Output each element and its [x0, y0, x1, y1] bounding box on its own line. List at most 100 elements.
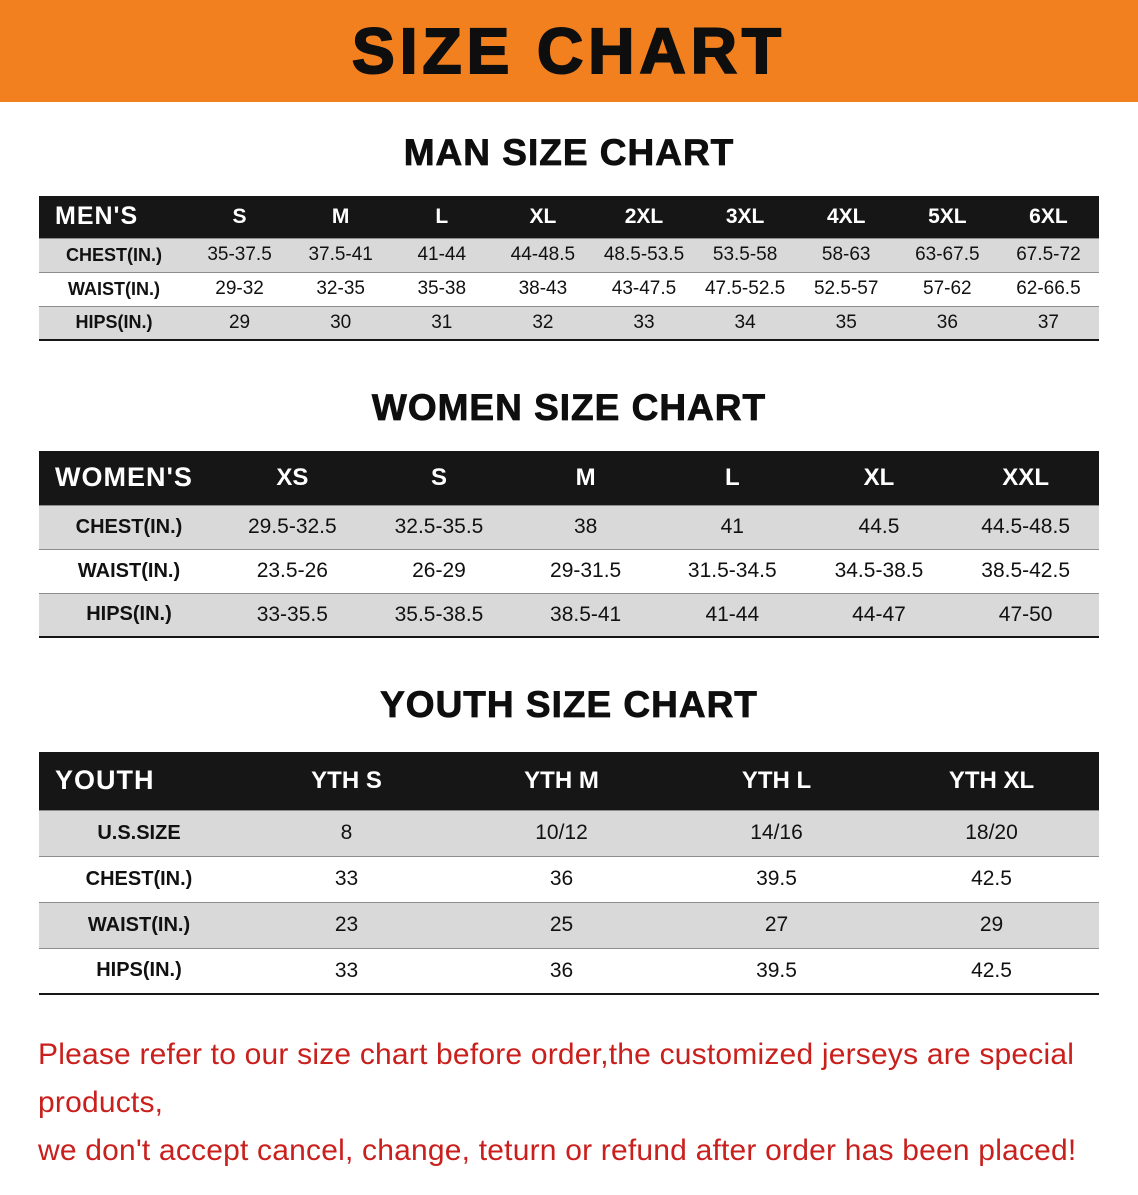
- size-value: 26-29: [412, 559, 466, 582]
- size-value: 29: [979, 913, 1004, 936]
- size-value: 30: [330, 311, 352, 333]
- row-label: WAIST(IN.): [77, 559, 181, 582]
- size-value: 67.5-72: [1016, 244, 1081, 265]
- table-row: HIPS(IN.) 33-35.5 35.5-38.5 38.5-41 41-44 44-…: [39, 593, 1099, 637]
- row-label: WAIST(IN.): [87, 913, 191, 936]
- size-value: 38: [573, 515, 598, 538]
- size-value: 34.5-38.5: [834, 559, 924, 582]
- size-value: 35-37.5: [207, 244, 272, 265]
- size-value: 41: [720, 515, 744, 538]
- size-column-header: 6XL: [997, 196, 1099, 238]
- table-title-cell: MEN'S: [39, 196, 189, 238]
- size-value: 34: [734, 311, 756, 333]
- size-value: 58-63: [821, 244, 871, 265]
- table-row: CHEST(IN.) 29.5-32.5 32.5-35.5 38 41 44.5 44.5…: [39, 505, 1099, 549]
- size-value: 33: [633, 311, 655, 333]
- disclaimer-line-2: we don't accept cancel, change, teturn o…: [38, 1134, 1077, 1167]
- size-value: 44.5-48.5: [981, 515, 1071, 538]
- size-value: 44-48.5: [510, 244, 576, 265]
- size-value: 36: [936, 311, 958, 333]
- men-size-table: MEN'S S M L XL 2XL 3XL 4XL 5XL 6XL CHEST(IN.) 35-37…: [39, 196, 1099, 341]
- size-value: 35-38: [417, 278, 467, 299]
- row-label: CHEST(IN.): [85, 867, 193, 890]
- size-value: 39.5: [756, 958, 797, 982]
- table-header-row: YOUTH YTH S YTH M YTH L YTH XL: [39, 752, 1099, 810]
- size-column-header: XL: [492, 196, 594, 238]
- size-value: 14/16: [750, 821, 803, 844]
- size-value: 47-50: [998, 602, 1053, 626]
- size-value: 42.5: [971, 958, 1012, 982]
- size-value: 43-47.5: [611, 278, 677, 299]
- size-value: 36: [549, 867, 574, 890]
- women-size-table: WOMEN'S XS S M L XL XXL CHEST(IN.) 29.5-32.5 32.5…: [39, 451, 1099, 638]
- size-value: 23.5-26: [256, 559, 328, 582]
- size-value: 10/12: [535, 821, 588, 844]
- size-column-header: XS: [219, 451, 366, 505]
- size-value: 37: [1037, 311, 1059, 333]
- size-column-header: YTH M: [454, 752, 669, 810]
- size-value: 48.5-53.5: [603, 244, 685, 265]
- size-column-header: S: [365, 451, 513, 505]
- size-value: 44.5: [858, 515, 900, 538]
- size-value: 41-44: [705, 602, 760, 626]
- size-value: 18/20: [965, 821, 1018, 844]
- size-value: 42.5: [971, 867, 1012, 890]
- row-label: CHEST(IN.): [75, 515, 183, 538]
- size-value: 27: [764, 913, 789, 936]
- women-section-heading: WOMEN SIZE CHART: [371, 387, 767, 429]
- section-men-size-chart: MAN SIZE CHART MEN'S S M L XL 2XL 3XL 4XL 5XL 6XL…: [0, 132, 1138, 341]
- size-value: 63-67.5: [915, 244, 980, 265]
- size-value: 35.5-38.5: [394, 602, 484, 626]
- size-value: 35: [835, 311, 857, 333]
- size-value: 37.5-41: [308, 244, 373, 265]
- table-title-cell: YOUTH: [39, 752, 239, 810]
- size-value: 29: [228, 311, 251, 333]
- size-value: 38.5-42.5: [981, 559, 1071, 582]
- table-row: CHEST(IN.) 35-37.5 37.5-41 41-44 44-48.5 48.5…: [39, 238, 1099, 272]
- table-row: U.S.SIZE 8 10/12 14/16 18/20: [39, 810, 1099, 856]
- size-column-header: 3XL: [694, 196, 796, 238]
- size-value: 31: [431, 311, 453, 333]
- row-label: HIPS(IN.): [75, 312, 153, 333]
- section-women-size-chart: WOMEN SIZE CHART WOMEN'S XS S M L XL XXL CHEST(…: [0, 387, 1138, 638]
- table-title-cell: WOMEN'S: [39, 451, 219, 505]
- table-header-row: WOMEN'S XS S M L XL XXL: [39, 451, 1099, 505]
- size-value: 33: [334, 958, 359, 982]
- row-label: WAIST(IN.): [68, 278, 160, 299]
- disclaimer: Please refer to our size chart before or…: [38, 1031, 1100, 1175]
- section-youth-size-chart: YOUTH SIZE CHART YOUTH YTH S YTH M YTH L YTH…: [0, 684, 1138, 995]
- size-value: 57-62: [923, 278, 972, 299]
- size-value: 38-43: [518, 278, 568, 299]
- size-value: 39.5: [756, 867, 797, 890]
- size-column-header: L: [391, 196, 493, 238]
- size-value: 52.5-57: [813, 278, 879, 299]
- size-value: 32: [532, 311, 554, 333]
- size-value: 53.5-58: [712, 244, 778, 265]
- size-column-header: XL: [805, 451, 953, 505]
- size-value: 8: [340, 821, 353, 844]
- size-column-header: XXL: [952, 451, 1099, 505]
- disclaimer-line-1: Please refer to our size chart before or…: [38, 1038, 1075, 1119]
- size-chart-banner: SIZE CHART: [0, 0, 1138, 102]
- size-value: 29-32: [215, 278, 264, 299]
- size-column-header: YTH XL: [884, 752, 1099, 810]
- size-value: 62-66.5: [1016, 278, 1081, 299]
- size-value: 32-35: [316, 278, 365, 299]
- youth-size-table: YOUTH YTH S YTH M YTH L YTH XL U.S.SIZE 8 10/12…: [39, 752, 1099, 995]
- size-value: 32.5-35.5: [394, 515, 484, 538]
- size-column-header: 4XL: [795, 196, 897, 238]
- size-value: 44-47: [852, 602, 906, 626]
- table-row: CHEST(IN.) 33 36 39.5 42.5: [39, 856, 1099, 902]
- table-row: WAIST(IN.) 23 25 27 29: [39, 902, 1099, 948]
- size-value: 29-31.5: [550, 559, 622, 582]
- table-header-row: MEN'S S M L XL 2XL 3XL 4XL 5XL 6XL: [39, 196, 1099, 238]
- size-value: 25: [549, 913, 574, 936]
- size-column-header: M: [290, 196, 392, 238]
- size-value: 38.5-41: [550, 602, 622, 626]
- table-row: WAIST(IN.) 29-32 32-35 35-38 38-43 43-47.5 47.…: [39, 272, 1099, 306]
- row-label: HIPS(IN.): [96, 959, 182, 982]
- size-value: 33-35.5: [256, 602, 328, 626]
- men-section-heading: MAN SIZE CHART: [403, 132, 735, 174]
- table-row: HIPS(IN.) 33 36 39.5 42.5: [39, 948, 1099, 994]
- size-column-header: L: [658, 451, 806, 505]
